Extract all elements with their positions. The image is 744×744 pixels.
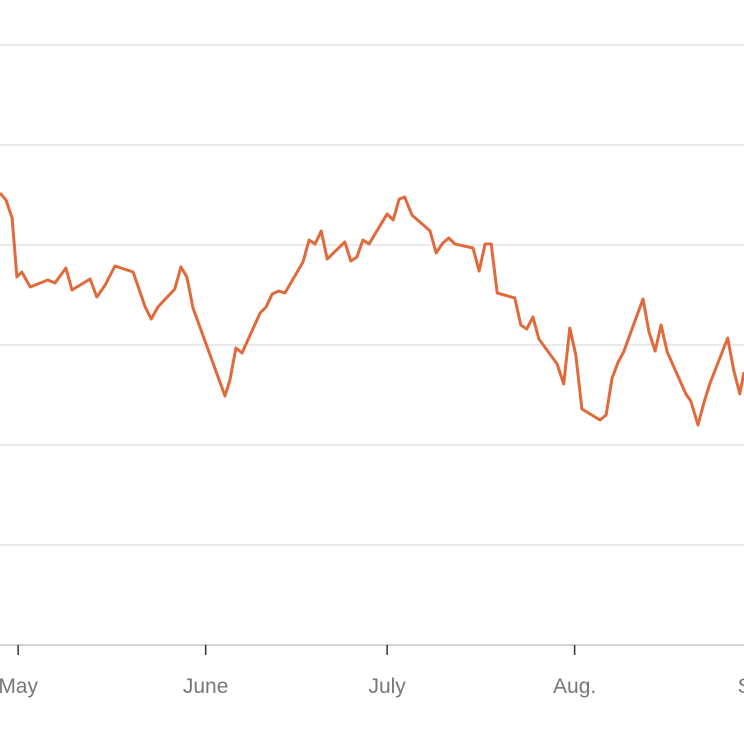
x-tick-label: May [0, 675, 38, 698]
x-tick-label: Aug. [553, 675, 596, 698]
x-tick-label: June [183, 675, 229, 698]
line-series [0, 192, 744, 427]
x-tick-label: Sept. [738, 675, 744, 698]
x-tick-label: July [368, 675, 406, 698]
